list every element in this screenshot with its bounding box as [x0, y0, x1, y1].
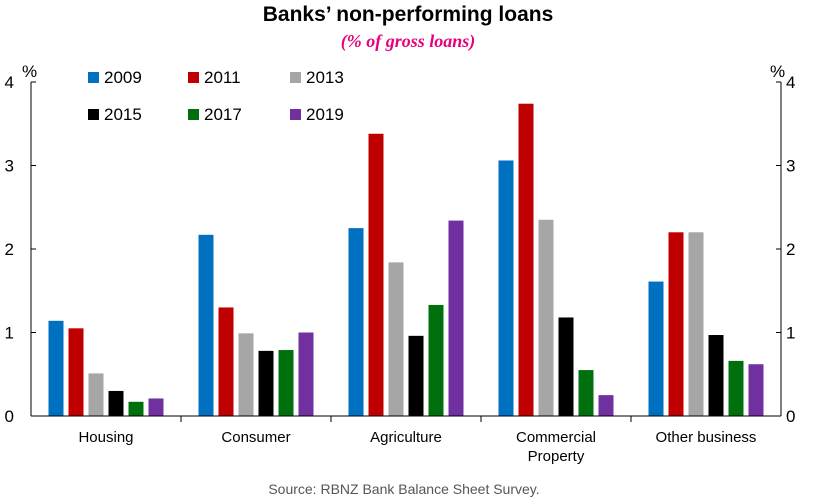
bar-2019 — [298, 332, 314, 416]
bar-2013 — [688, 232, 704, 416]
bar-2013 — [388, 262, 404, 416]
legend-swatch-2011 — [188, 72, 199, 83]
bar-2009 — [348, 228, 364, 416]
chart-title: Banks’ non-performing loans — [263, 3, 554, 26]
bar-2011 — [518, 103, 534, 417]
y-axis-unit-right: % — [770, 62, 785, 81]
bar-2011 — [368, 133, 384, 416]
legend: 2009 2011 2013 2015 2017 2019 — [88, 68, 344, 124]
y-tick-label-left: 2 — [5, 240, 14, 259]
bar-2009 — [48, 320, 64, 416]
category-labels: Housing Consumer Agriculture Commercial Prop… — [78, 429, 756, 465]
y-tick-label-right: 4 — [786, 73, 795, 92]
y-tick-label-right: 0 — [786, 407, 795, 426]
bar-2013 — [238, 333, 254, 416]
y-tick-label-right: 2 — [786, 240, 795, 259]
x-category-label: Commercial — [516, 429, 596, 446]
y-axis-unit-left: % — [22, 62, 37, 81]
bar-2013 — [538, 219, 554, 416]
chart-subtitle: (% of gross loans) — [341, 31, 476, 52]
bar-2015 — [108, 390, 124, 416]
legend-label-2011: 2011 — [204, 68, 241, 87]
bar-2017 — [278, 350, 294, 416]
bar-2017 — [578, 370, 594, 416]
bar-2009 — [648, 281, 664, 416]
bar-2017 — [128, 401, 144, 416]
bar-2017 — [428, 304, 444, 416]
bar-2009 — [198, 234, 214, 416]
bar-2013 — [88, 373, 104, 416]
bar-2011 — [218, 307, 234, 416]
legend-swatch-2015 — [88, 109, 99, 120]
bar-2009 — [498, 160, 514, 416]
x-category-label: Agriculture — [370, 429, 442, 446]
y-tick-label-left: 1 — [5, 324, 14, 343]
bar-2017 — [728, 360, 744, 416]
x-category-label: Other business — [656, 429, 757, 446]
legend-label-2015: 2015 — [104, 105, 142, 124]
y-tick-label-left: 4 — [5, 73, 14, 92]
axes — [30, 81, 782, 422]
legend-swatch-2017 — [188, 109, 199, 120]
x-category-label: Consumer — [221, 429, 290, 446]
legend-label-2013: 2013 — [306, 68, 344, 87]
y-tick-label-right: 1 — [786, 324, 795, 343]
bar-2019 — [598, 395, 614, 416]
y-tick-label-left: 0 — [5, 407, 14, 426]
bar-2015 — [258, 350, 274, 416]
bars — [48, 103, 764, 417]
bar-2015 — [408, 335, 424, 416]
source-note: Source: RBNZ Bank Balance Sheet Survey. — [268, 481, 539, 497]
bar-2015 — [558, 317, 574, 416]
bar-2019 — [748, 364, 764, 416]
bar-2011 — [68, 328, 84, 416]
y-tick-label-right: 3 — [786, 157, 795, 176]
bar-2019 — [148, 398, 164, 416]
legend-swatch-2013 — [290, 72, 301, 83]
legend-label-2009: 2009 — [104, 68, 142, 87]
bar-2011 — [668, 232, 684, 416]
y-tick-label-left: 3 — [5, 157, 14, 176]
bar-2015 — [708, 335, 724, 416]
legend-swatch-2019 — [290, 109, 301, 120]
x-category-label: Property — [528, 448, 585, 465]
x-category-label: Housing — [78, 429, 133, 446]
legend-label-2019: 2019 — [306, 105, 344, 124]
legend-label-2017: 2017 — [204, 105, 242, 124]
y-axis-ticks: 0 0 1 1 2 2 3 3 4 4 — [5, 73, 796, 426]
legend-swatch-2009 — [88, 72, 99, 83]
bar-2019 — [448, 220, 464, 416]
